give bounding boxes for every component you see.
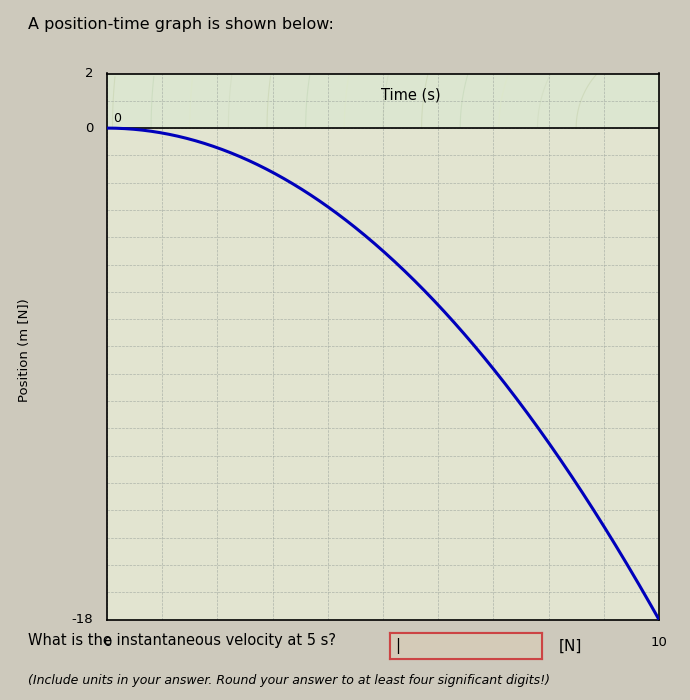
Text: 2: 2 — [85, 67, 93, 80]
Bar — [107, 74, 659, 128]
Text: (Include units in your answer. Round your answer to at least four significant di: (Include units in your answer. Round you… — [28, 674, 550, 687]
Text: [N]: [N] — [559, 638, 582, 654]
Text: |: | — [395, 638, 400, 654]
Text: What is the instantaneous velocity at 5 s?: What is the instantaneous velocity at 5 … — [28, 633, 335, 648]
Text: 0: 0 — [103, 636, 111, 649]
Text: 10: 10 — [651, 636, 667, 649]
Text: Position (m [N]): Position (m [N]) — [18, 298, 30, 402]
Text: 0: 0 — [114, 112, 121, 125]
Text: Time (s): Time (s) — [381, 88, 440, 103]
Text: A position-time graph is shown below:: A position-time graph is shown below: — [28, 18, 333, 32]
Text: -18: -18 — [72, 613, 93, 626]
Text: 0: 0 — [85, 122, 93, 134]
